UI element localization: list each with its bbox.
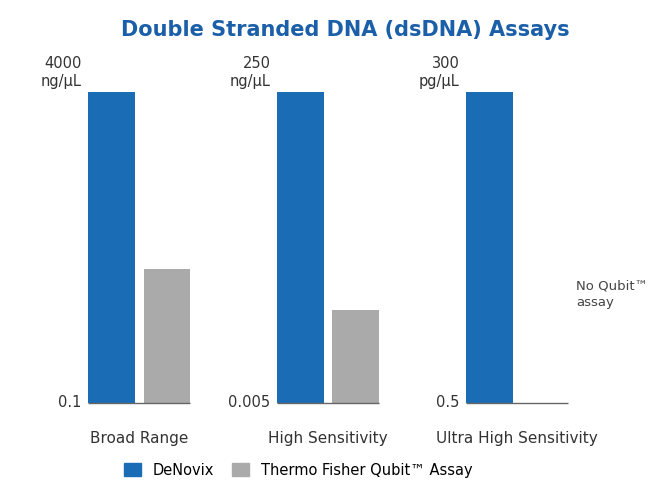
Legend: DeNovix, Thermo Fisher Qubit™ Assay: DeNovix, Thermo Fisher Qubit™ Assay — [120, 458, 477, 482]
Text: Broad Range: Broad Range — [90, 431, 189, 446]
Text: No Qubit™
assay: No Qubit™ assay — [576, 279, 648, 309]
Bar — [277, 92, 324, 403]
Title: Double Stranded DNA (dsDNA) Assays: Double Stranded DNA (dsDNA) Assays — [121, 20, 569, 40]
Text: Ultra High Sensitivity: Ultra High Sensitivity — [436, 431, 598, 446]
Bar — [144, 270, 191, 403]
Bar — [466, 92, 513, 403]
Text: 0.5: 0.5 — [436, 396, 459, 410]
Text: 300
pg/μL: 300 pg/μL — [419, 56, 459, 89]
Text: 0.1: 0.1 — [58, 396, 81, 410]
Text: 4000
ng/μL: 4000 ng/μL — [41, 56, 81, 89]
Text: 250
ng/μL: 250 ng/μL — [230, 56, 271, 89]
Bar — [332, 310, 379, 403]
Bar — [89, 92, 135, 403]
Text: High Sensitivity: High Sensitivity — [269, 431, 388, 446]
Text: 0.005: 0.005 — [229, 396, 271, 410]
